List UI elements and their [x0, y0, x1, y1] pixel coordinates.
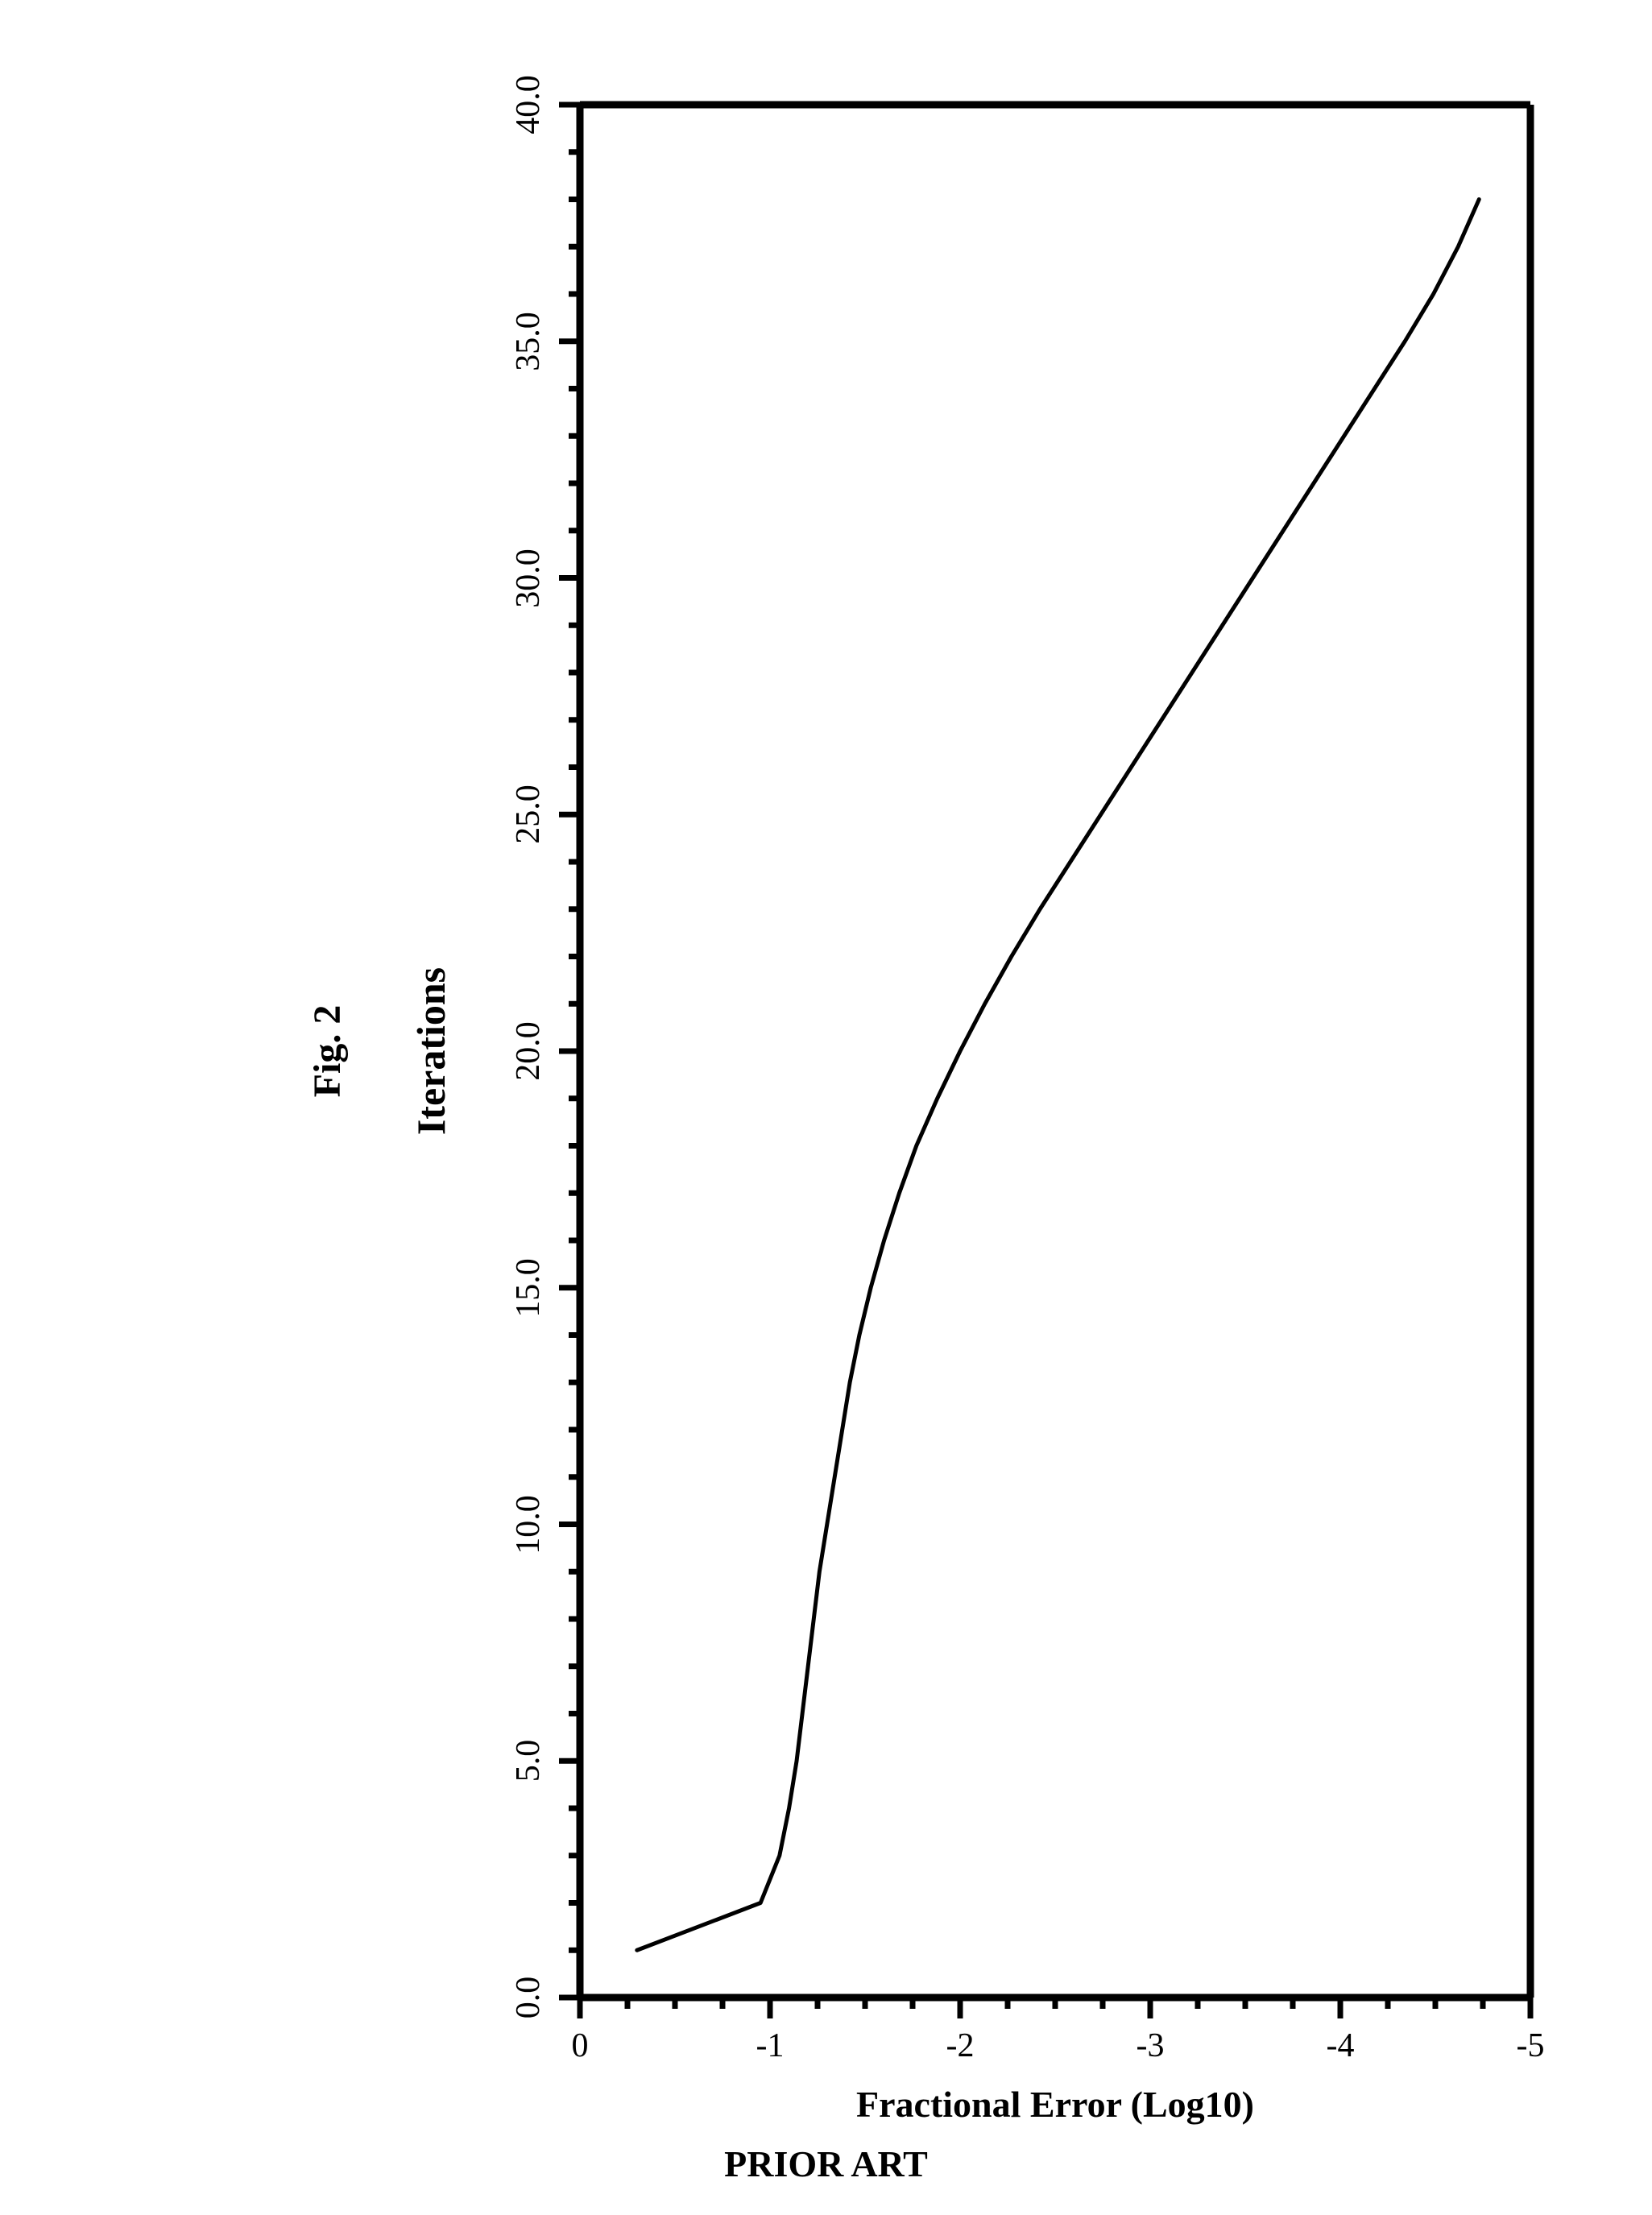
x-tick-label: 15.0 [509, 1258, 548, 1318]
figure-caption: Fig. 2 [305, 1005, 350, 1098]
x-tick-label: 40.0 [509, 75, 548, 135]
x-tick-label: 5.0 [509, 1740, 548, 1782]
x-axis-title: Iterations [408, 967, 454, 1135]
y-tick-label: -2 [946, 2027, 975, 2065]
x-tick-label: 30.0 [509, 549, 548, 608]
chart-svg [0, 0, 1652, 2211]
page: PRIOR ART Fractional Error (Log10) Itera… [0, 0, 1652, 2211]
y-axis-title: Fractional Error (Log10) [856, 2083, 1254, 2126]
y-tick-label: -5 [1517, 2027, 1545, 2065]
y-tick-label: -3 [1137, 2027, 1165, 2065]
chart [0, 0, 1652, 2211]
x-tick-label: 0.0 [509, 1977, 548, 2019]
x-tick-label: 10.0 [509, 1495, 548, 1555]
x-tick-label: 20.0 [509, 1021, 548, 1081]
y-tick-label: -4 [1327, 2027, 1355, 2065]
x-tick-label: 25.0 [509, 785, 548, 845]
x-tick-label: 35.0 [509, 312, 548, 371]
y-tick-label: -1 [756, 2027, 785, 2065]
y-tick-label: 0 [572, 2027, 589, 2065]
